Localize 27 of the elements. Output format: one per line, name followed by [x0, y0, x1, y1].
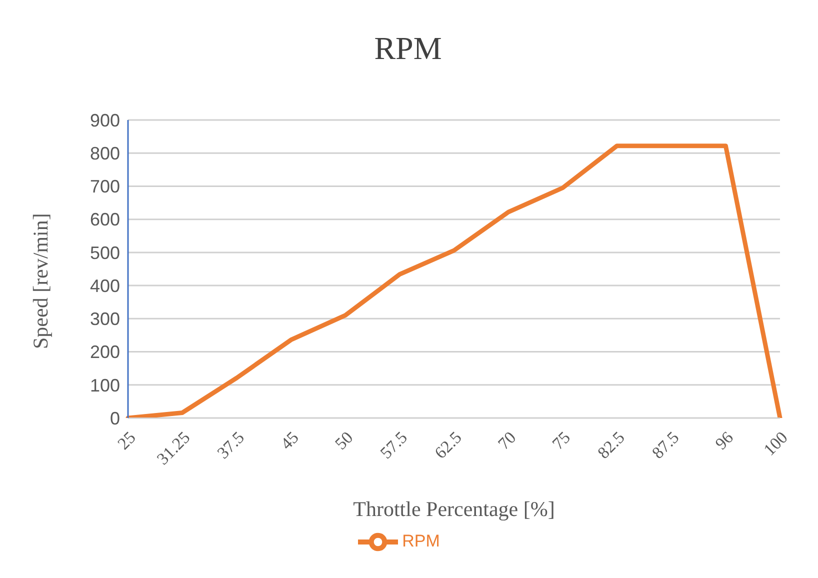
y-tick-label: 500 [90, 242, 120, 263]
legend-label: RPM [402, 531, 440, 550]
x-tick-label: 70 [494, 428, 520, 454]
x-tick-label: 75 [548, 428, 574, 454]
y-axis-title: Speed [rev/min] [28, 213, 52, 349]
x-axis-title: Throttle Percentage [%] [353, 497, 555, 521]
y-tick-label: 300 [90, 309, 120, 330]
y-tick-label: 700 [90, 176, 120, 197]
x-tick-label: 82.5 [594, 428, 628, 462]
x-tick-label: 57.5 [376, 428, 412, 462]
y-tick-label: 900 [90, 110, 120, 130]
y-tick-label: 600 [90, 210, 120, 230]
y-tick-label: 0 [110, 408, 120, 428]
y-tick-label: 200 [90, 342, 120, 362]
x-tick-label: 96 [712, 428, 738, 454]
x-tick-label: 25 [114, 428, 140, 454]
chart-title: RPM [373, 30, 443, 67]
y-tick-label: 400 [90, 276, 120, 296]
x-tick-label: 45 [276, 428, 302, 454]
y-tick-label: 100 [90, 375, 120, 396]
x-tick-label: 62.5 [430, 428, 466, 462]
x-tick-label: 87.5 [648, 428, 683, 462]
x-tick-label: 50 [331, 428, 357, 454]
y-tick-label: 800 [90, 144, 120, 164]
x-tick-label: 100 [760, 428, 792, 460]
line-series [126, 144, 782, 418]
x-tick-label: 37.5 [214, 428, 248, 462]
